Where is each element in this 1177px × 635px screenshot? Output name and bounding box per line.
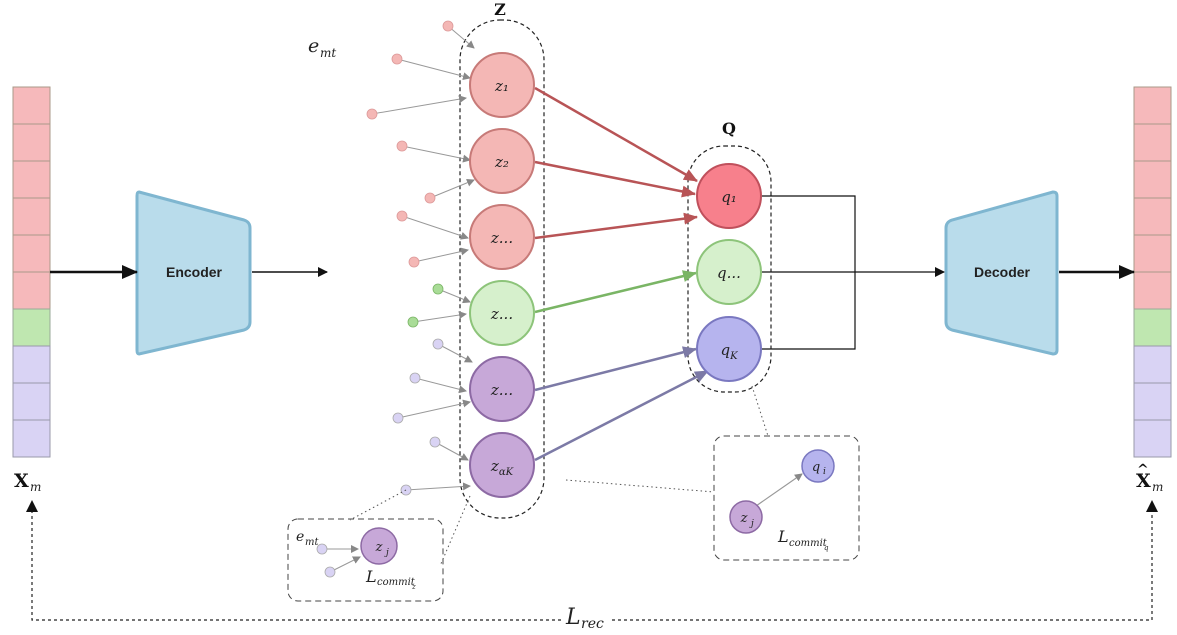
z-node-1: z₁ bbox=[469, 52, 535, 118]
q-node-label: q... bbox=[717, 264, 741, 282]
z-node-label: z... bbox=[490, 305, 513, 323]
left-inset-emt-sub: mt bbox=[305, 537, 319, 548]
z2-to-q1-arrow bbox=[534, 160, 696, 198]
z-node-label: z... bbox=[490, 229, 513, 247]
left-inset-connector-2 bbox=[439, 495, 471, 567]
output-label: X bbox=[1136, 470, 1151, 492]
q-node-label: qK bbox=[720, 341, 738, 362]
q-group-label: Q bbox=[722, 119, 736, 138]
left-inset-emt: e bbox=[296, 529, 304, 545]
lrec-loop-right bbox=[612, 504, 1153, 621]
input-vector bbox=[12, 86, 51, 458]
lrec-label: L bbox=[565, 605, 581, 630]
encoder-label: Encoder bbox=[166, 264, 223, 280]
right-inset-zj-node bbox=[729, 500, 763, 534]
encoder-block bbox=[135, 190, 252, 356]
output-label-hat: ^ bbox=[1137, 462, 1149, 478]
left-inset-loss: L bbox=[365, 567, 377, 586]
right-inset-qi-label: q bbox=[812, 460, 820, 475]
z-node-label: z... bbox=[490, 381, 513, 399]
left-inset-zj-node bbox=[360, 527, 398, 565]
z3-to-q1-arrow bbox=[534, 212, 698, 240]
left-inset-zj-label: z bbox=[375, 540, 383, 555]
output-label-sub: m bbox=[1152, 480, 1163, 494]
q-node-1: q₁ bbox=[696, 163, 762, 229]
right-inset-connector-2 bbox=[751, 385, 769, 437]
input-label: X bbox=[14, 470, 29, 492]
left-inset-loss-sub: commit bbox=[377, 577, 416, 588]
left-inset-arrow-2 bbox=[329, 556, 361, 573]
decoder-block bbox=[944, 190, 1059, 356]
z-node-label: zαK bbox=[490, 457, 514, 478]
right-inset-loss: L bbox=[777, 527, 789, 546]
zaK-to-qk-arrow bbox=[534, 369, 709, 462]
decoder-label: Decoder bbox=[974, 264, 1031, 280]
z-node-2: z₂ bbox=[469, 128, 535, 194]
left-inset-point-1 bbox=[316, 543, 328, 555]
q-node-3: qK bbox=[696, 316, 762, 382]
emt-label: e bbox=[308, 35, 319, 57]
output-vector bbox=[1133, 86, 1172, 458]
z-node-6: zαK bbox=[469, 432, 535, 498]
right-inset-qi-node bbox=[801, 449, 835, 483]
lrec-loop-left bbox=[31, 504, 562, 621]
q-node-label: q₁ bbox=[721, 188, 737, 206]
emt-label-sub: mt bbox=[320, 46, 336, 60]
right-inset-connector-1 bbox=[565, 479, 715, 493]
q-node-2: q... bbox=[696, 239, 762, 305]
right-inset-zj-sub: j bbox=[749, 519, 754, 529]
lrec-label-sub: rec bbox=[581, 616, 604, 632]
z1-to-q1-arrow bbox=[534, 86, 698, 183]
right-inset-loss-subsub: q bbox=[824, 544, 829, 552]
q-group-boundary bbox=[687, 145, 772, 393]
right-inset-box bbox=[713, 435, 860, 561]
right-inset-loss-sub: commit bbox=[789, 538, 828, 549]
right-inset-qi-sub: i bbox=[823, 467, 826, 477]
left-inset-box bbox=[287, 518, 444, 602]
right-inset-zj-label: z bbox=[740, 511, 748, 526]
lrec-arrow-right bbox=[1146, 500, 1158, 512]
lrec-arrow-left bbox=[26, 500, 38, 512]
left-inset-connector-1 bbox=[349, 489, 407, 521]
z-node-label: z₂ bbox=[494, 153, 509, 171]
z-group-boundary bbox=[459, 19, 545, 519]
zpurple-to-qk-arrow bbox=[534, 346, 697, 392]
embedding-points bbox=[366, 20, 475, 496]
input-label-sub: m bbox=[30, 480, 41, 494]
left-inset-point-2 bbox=[324, 566, 336, 578]
left-inset-loss-subsub: z bbox=[411, 583, 416, 591]
z-node-label: z₁ bbox=[494, 77, 509, 95]
right-inset-arrow bbox=[755, 473, 803, 507]
z-node-5: z... bbox=[469, 356, 535, 422]
left-inset-zj-sub: j bbox=[384, 548, 389, 558]
z-group-label: Z bbox=[494, 0, 506, 19]
z-node-3: z... bbox=[469, 204, 535, 270]
z-node-4: z... bbox=[469, 280, 535, 346]
zgreen-to-qgreen-arrow bbox=[534, 270, 697, 314]
